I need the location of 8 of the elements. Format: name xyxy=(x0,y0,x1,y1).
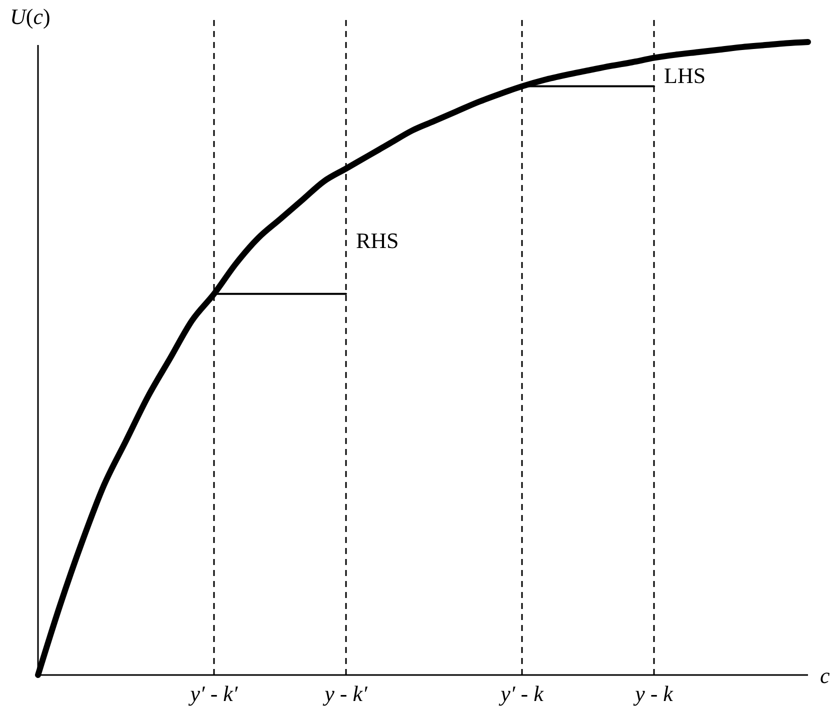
annotation: RHS xyxy=(356,228,399,254)
y-axis-title: U(c) xyxy=(10,4,50,29)
x-axis-title: c xyxy=(820,663,830,688)
x-tick-label: y - k xyxy=(633,681,674,706)
x-tick-label: y - k′ xyxy=(322,681,369,706)
annotation: LHS xyxy=(664,62,706,88)
x-tick-label: y′ - k′ xyxy=(188,681,239,706)
x-tick-label: y′ - k xyxy=(498,681,545,706)
